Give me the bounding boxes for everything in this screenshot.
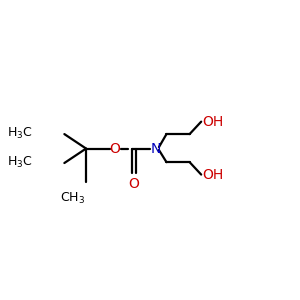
- Text: H$_3$C: H$_3$C: [7, 155, 32, 170]
- Text: O: O: [110, 142, 120, 156]
- Text: H$_3$C: H$_3$C: [7, 126, 32, 141]
- Text: N: N: [150, 142, 161, 156]
- Text: OH: OH: [202, 168, 224, 182]
- Text: CH$_3$: CH$_3$: [60, 190, 85, 206]
- Text: O: O: [129, 178, 140, 191]
- Text: OH: OH: [202, 115, 224, 129]
